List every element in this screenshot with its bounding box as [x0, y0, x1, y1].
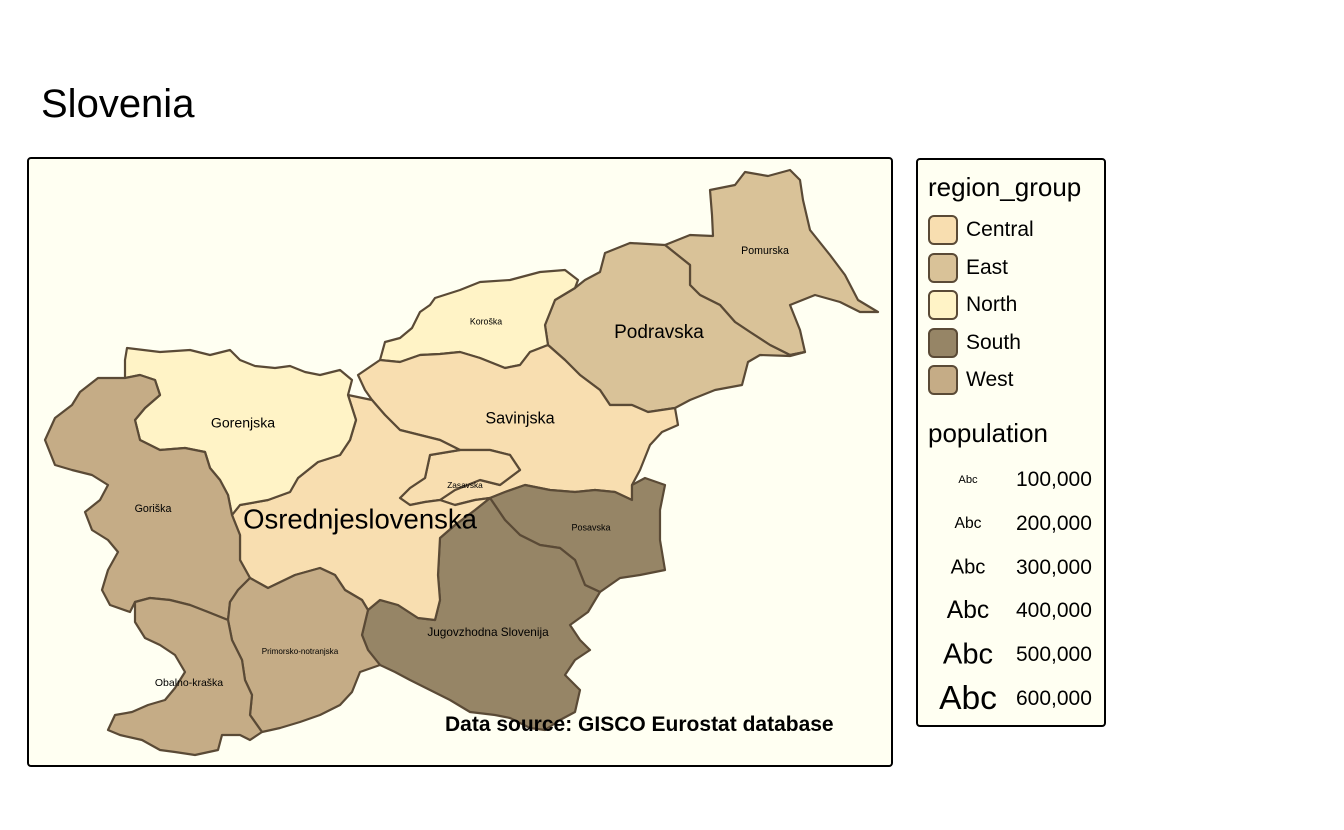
region-label: Koroška — [470, 316, 502, 326]
legend-size-label: 300,000 — [1016, 555, 1092, 579]
legend-size-sample: Abc — [958, 474, 978, 486]
legend-color-label: North — [966, 293, 1018, 316]
legend-size-item: Abc 500,000 — [918, 635, 1104, 675]
legend-swatch — [928, 215, 958, 245]
region-obalno-kraska[interactable] — [106, 596, 264, 757]
legend-swatch — [928, 365, 958, 395]
region-label: Osrednjeslovenska — [243, 503, 478, 534]
legend-color-label: Central — [966, 218, 1034, 241]
legend-color-item: East — [928, 252, 1008, 284]
region-label: Obalno-kraška — [155, 677, 223, 689]
region-label: Posavska — [571, 522, 610, 532]
legend-swatch — [928, 327, 958, 358]
legend-size-sample: Abc — [954, 514, 982, 532]
legend-color-item: Central — [928, 214, 1034, 246]
legend-color-item: South — [928, 327, 1021, 359]
legend-color-item: North — [928, 289, 1017, 321]
region-label: Savinjska — [485, 409, 554, 427]
legend-swatch — [928, 290, 958, 320]
region-label: Pomurska — [741, 245, 789, 257]
legend-color-label: South — [966, 330, 1021, 354]
region-label: Jugovzhodna Slovenija — [427, 625, 549, 639]
legend-size-title: population — [928, 418, 1048, 448]
legend: region_group Central East North South West p… — [916, 158, 1106, 727]
legend-color-label: West — [966, 368, 1014, 391]
region-label: Gorenjska — [211, 415, 275, 431]
map-panel: Pomurska Podravska Koroška Savinjska Zasavsk… — [27, 157, 893, 767]
legend-size-item: Abc 200,000 — [918, 504, 1104, 544]
legend-size-sample: Abc — [950, 556, 986, 579]
legend-size-label: 400,000 — [1016, 599, 1092, 623]
legend-swatch — [928, 252, 958, 283]
legend-size-item: Abc 100,000 — [918, 460, 1104, 500]
legend-size-item: Abc 300,000 — [918, 548, 1104, 588]
legend-color-item: West — [928, 364, 1013, 396]
map-title: Slovenia — [41, 82, 195, 126]
legend-size-label: 600,000 — [1016, 687, 1092, 710]
legend-size-label: 100,000 — [1016, 468, 1092, 491]
legend-size-item: Abc 400,000 — [918, 591, 1104, 631]
region-label: Podravska — [614, 322, 704, 343]
region-label: Goriška — [135, 503, 172, 515]
legend-size-sample: Abc — [942, 638, 994, 671]
region-label: Primorsko-notranjska — [262, 647, 339, 656]
legend-size-item: Abc 600,000 — [918, 679, 1104, 719]
data-source-note: Data source: GISCO Eurostat database — [445, 713, 834, 736]
legend-size-sample: Abc — [946, 597, 990, 625]
slovenia-map: Pomurska Podravska Koroška Savinjska Zasavsk… — [43, 168, 880, 757]
legend-size-sample: Abc — [939, 680, 997, 717]
legend-color-label: East — [966, 255, 1009, 279]
region-label: Zasavska — [447, 480, 483, 490]
legend-size-label: 200,000 — [1016, 511, 1092, 535]
legend-size-label: 500,000 — [1016, 643, 1092, 667]
legend-color-title: region_group — [928, 172, 1082, 202]
